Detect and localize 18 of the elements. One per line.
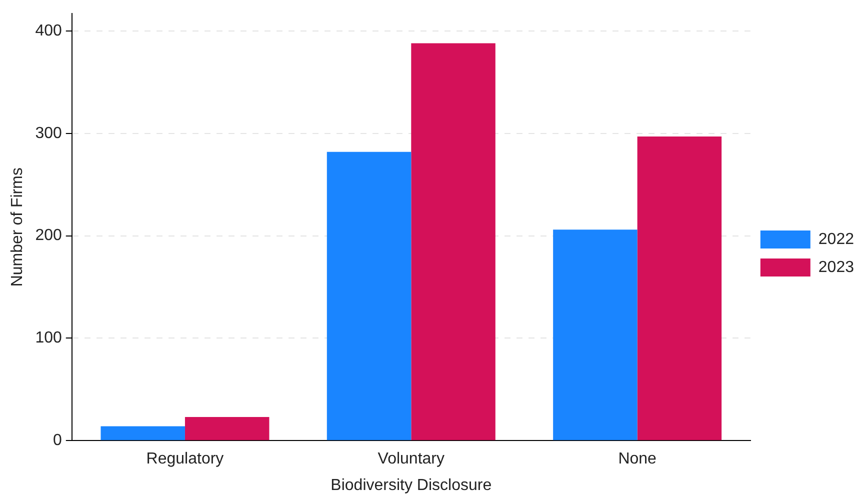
bar <box>100 426 185 440</box>
legend-label: 2023 <box>818 258 854 276</box>
x-axis-title: Biodiversity Disclosure <box>330 476 492 494</box>
y-tick-label: 400 <box>35 22 62 40</box>
y-axis-title: Number of Firms <box>9 168 26 287</box>
legend-label: 2022 <box>818 230 854 248</box>
y-tick-label: 100 <box>35 330 62 347</box>
x-tick-label: Regulatory <box>146 450 224 468</box>
x-tick-label: Voluntary <box>378 450 445 468</box>
bar <box>411 43 496 440</box>
y-tick-label: 300 <box>35 124 62 142</box>
bar <box>184 417 270 440</box>
bar <box>553 230 638 440</box>
x-tick-label: None <box>618 450 657 468</box>
y-tick-label: 200 <box>35 227 62 244</box>
bar <box>637 136 722 440</box>
bar <box>326 152 412 440</box>
y-tick-label: 0 <box>52 432 62 450</box>
